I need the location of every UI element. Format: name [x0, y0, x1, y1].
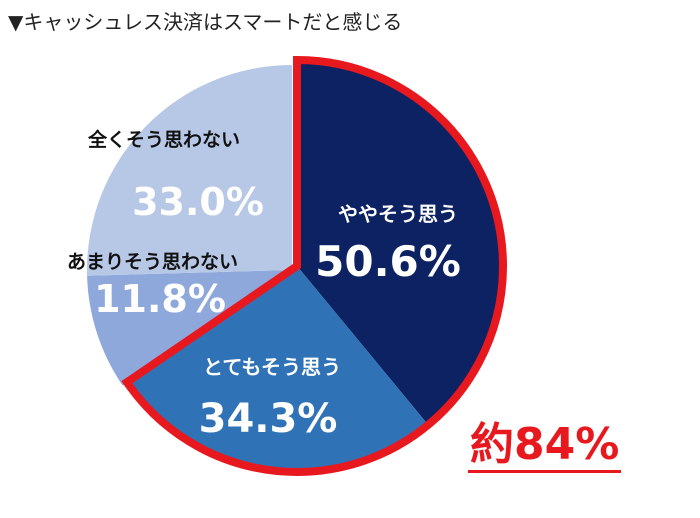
slice-value-1: 50.6% — [315, 237, 461, 286]
slice-label-1: ややそう思う — [338, 202, 458, 226]
slice-label-4: 全くそう思わない — [87, 128, 240, 151]
slice-value-2: 34.3% — [199, 396, 338, 442]
slice-label-2: とてもそう思う — [203, 355, 341, 379]
pie-slice-4 — [87, 65, 292, 276]
slice-labels: ややそう思う 50.6% とてもそう思う 34.3% あまりそう思わない 11.8% 全くそ… — [67, 128, 461, 442]
slice-value-4: 33.0% — [132, 180, 264, 224]
page-title: ▼キャッシュレス決済はスマートだと感じる — [8, 10, 403, 34]
pie-slice-3 — [87, 270, 292, 386]
pie-slices — [87, 60, 503, 472]
slice-label-3: あまりそう思わない — [67, 251, 238, 273]
highlight-outline — [121, 55, 507, 476]
slice-value-3: 11.8% — [94, 277, 226, 321]
pie-slice-2 — [126, 266, 429, 472]
callout-total: 約84% — [468, 420, 622, 473]
pie-slice-1 — [297, 60, 503, 425]
